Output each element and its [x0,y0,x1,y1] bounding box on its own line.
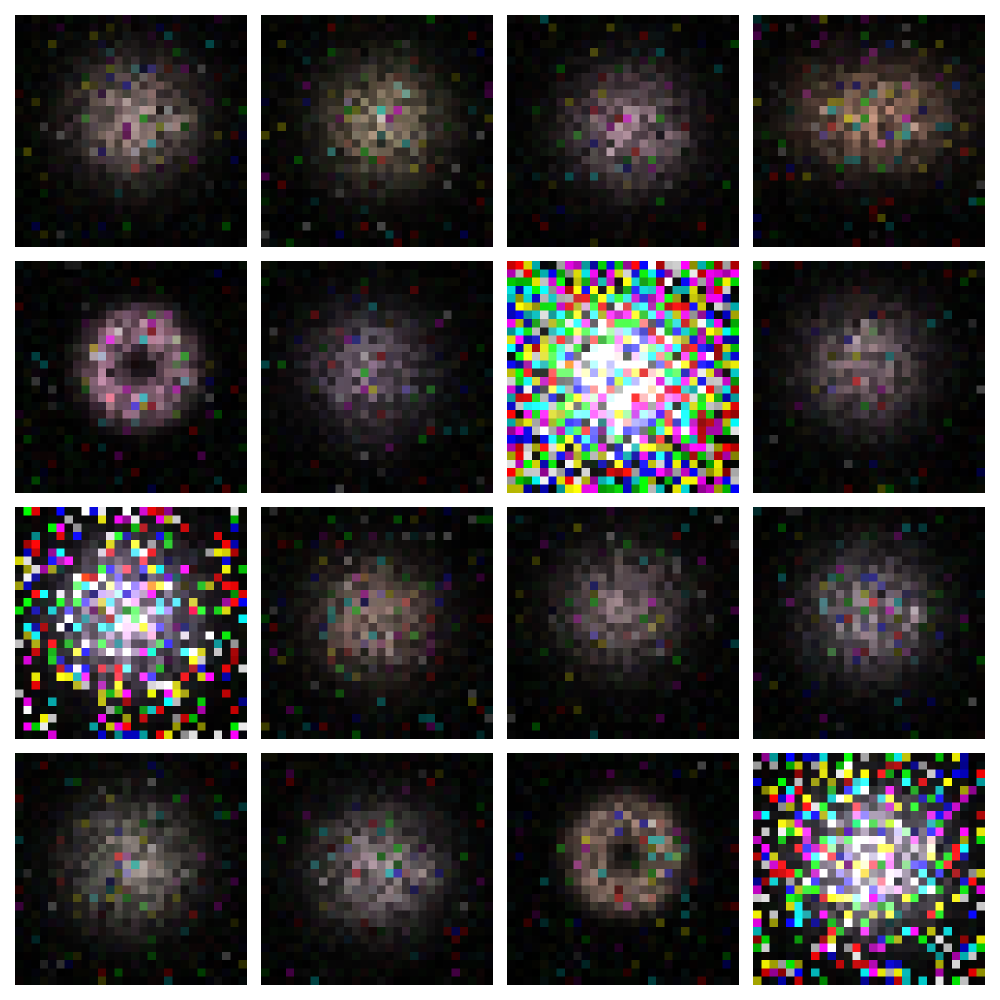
sample-image [15,15,247,247]
sample-image [507,507,739,739]
sample-tile [507,15,739,247]
sample-tile [753,15,985,247]
sample-tile [261,507,493,739]
sample-tile [753,261,985,493]
sample-tile [261,15,493,247]
sample-image [15,261,247,493]
sample-image [15,753,247,985]
sample-tile [15,261,247,493]
sample-tile [507,261,739,493]
sample-image [261,507,493,739]
sample-tile [507,507,739,739]
sample-tile [15,15,247,247]
sample-tile [507,753,739,985]
sample-image [261,15,493,247]
sample-image [753,507,985,739]
sample-tile [261,261,493,493]
sample-image [261,753,493,985]
sample-tile [753,507,985,739]
sample-image [753,15,985,247]
sample-tile [15,753,247,985]
sample-tile [15,507,247,739]
sample-image [507,261,739,493]
sample-tile [261,753,493,985]
sample-image [753,753,985,985]
sample-image [753,261,985,493]
sample-image [261,261,493,493]
sample-image [507,753,739,985]
sample-image [15,507,247,739]
sample-image [507,15,739,247]
sample-tile [753,753,985,985]
